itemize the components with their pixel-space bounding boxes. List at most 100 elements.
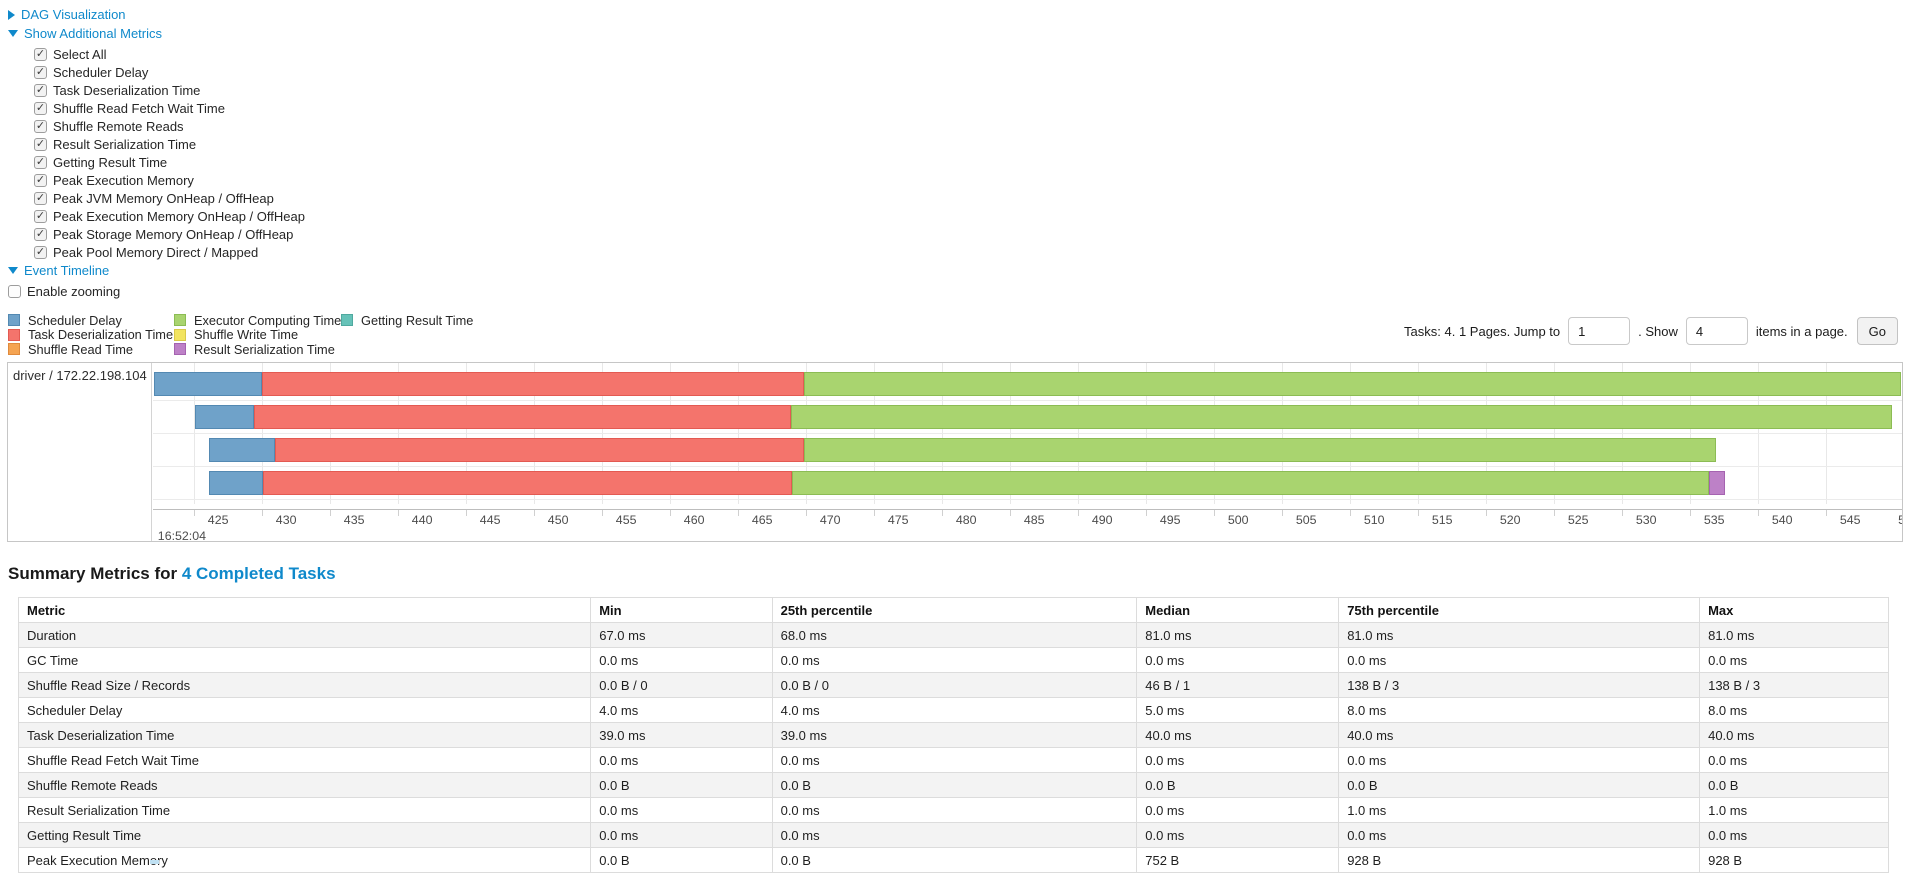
axis-tick-mark [805,510,807,516]
metric-value-cell: 46 B / 1 [1136,672,1340,698]
dag-visualization-link[interactable]: DAG Visualization [21,7,126,22]
axis-tick-label: 490 [1091,513,1113,527]
enable-zooming-row: Enable zooming [8,282,1907,300]
metric-checkbox-label: Scheduler Delay [53,64,149,80]
items-per-page-input[interactable] [1685,317,1748,345]
table-row: Shuffle Remote Reads 0.0 B 0.0 B 0.0 B 0.0 B… [17,772,1889,798]
timeline-task-row [153,467,1902,500]
scheduler_delay-bar-segment[interactable] [154,372,262,396]
axis-tick-label: 440 [411,513,433,527]
metric-value-cell: 67.0 ms [590,622,773,648]
task_deserialization-bar-segment[interactable] [263,471,793,495]
dag-visualization-toggle[interactable]: DAG Visualization [8,7,1907,22]
executor_computing-bar-segment[interactable] [790,405,1893,429]
legend-column: Getting Result Time [341,313,473,357]
metric-checkbox[interactable]: ✓ [34,101,47,115]
executor_computing-bar-segment[interactable] [804,372,1901,396]
metric-value-cell: 39.0 ms [771,722,1138,748]
legend-label: Shuffle Write Time [194,327,299,342]
metric-checkbox-label: Peak Execution Memory [53,172,194,188]
metric-checkbox-label: Select All [53,46,107,62]
legend-item: Shuffle Write Time [174,327,341,342]
show-additional-metrics-link[interactable]: Show Additional Metrics [24,26,163,41]
timeline-task-row [153,368,1902,401]
scheduler_delay-bar-segment[interactable] [195,405,254,429]
metric-checkbox[interactable]: ✓ [34,227,47,241]
metric-value-cell: 0.0 B [771,847,1138,873]
event-timeline-link[interactable]: Event Timeline [24,263,110,278]
show-text: . Show [1638,323,1678,339]
task-pagination: Tasks: 4. 1 Pages. Jump to . Show items … [1404,317,1898,345]
metric-checkbox[interactable]: ✓ [34,137,47,151]
metric-checkbox[interactable]: ✓ [34,119,47,133]
metric-checkbox[interactable]: ✓ [34,65,47,79]
result_serialization-swatch-icon [174,343,186,355]
result_serialization-bar-segment[interactable] [1708,471,1726,495]
axis-tick-label: 515 [1431,513,1453,527]
metric-value-cell: 81.0 ms [1136,622,1340,648]
executor_computing-bar-segment[interactable] [804,438,1716,462]
metric-name-cell: Duration [17,622,592,648]
metric-checkbox[interactable]: ✓ [34,191,47,205]
metric-checkbox[interactable]: ✓ [34,173,47,187]
summary-metrics-table: Metric Min 25th percentile Median 75th perce… [17,597,1889,873]
task_deserialization-bar-segment[interactable] [261,372,805,396]
jump-to-page-input[interactable] [1568,317,1631,345]
metric-checkbox[interactable]: ✓ [34,155,47,169]
timeline-header: Scheduler Delay Task Deserialization Time… [8,313,1907,359]
show-additional-metrics-toggle[interactable]: Show Additional Metrics [8,26,1907,41]
legend-label: Task Deserialization Time [28,327,174,342]
metric-checkbox-label: Peak Storage Memory OnHeap / OffHeap [53,226,294,242]
axis-tick-label: 480 [955,513,977,527]
metric-value-cell: 0.0 ms [1136,747,1340,773]
metric-value-cell: 8.0 ms [1338,697,1701,723]
metric-name-cell: Shuffle Read Size / Records [17,672,592,698]
metric-value-cell: 0.0 B [771,772,1138,798]
axis-tick-mark [465,510,467,516]
shuffle_read-swatch-icon [8,343,20,355]
axis-tick-label: 435 [343,513,365,527]
axis-tick-mark [1621,510,1623,516]
axis-tick-mark [1553,510,1555,516]
metric-checkbox[interactable]: ✓ [34,83,47,97]
timeline-legend: Scheduler Delay Task Deserialization Time… [8,313,1907,357]
table-body: Duration 67.0 ms 68.0 ms 81.0 ms 81.0 ms 81.0… [17,622,1889,873]
completed-tasks-link[interactable]: 4 Completed Tasks [181,564,336,583]
table-row: Scheduler Delay 4.0 ms 4.0 ms 5.0 ms 8.0 ms 8… [17,697,1889,723]
metric-value-cell: 0.0 ms [1136,647,1340,673]
metric-checkbox[interactable]: ✓ [34,209,47,223]
go-button[interactable]: Go [1856,317,1898,345]
metric-value-cell: 0.0 ms [590,647,773,673]
axis-tick-label: 500 [1227,513,1249,527]
legend-item: Result Serialization Time [174,342,341,357]
axis-tick-mark [1689,510,1691,516]
task_deserialization-bar-segment[interactable] [275,438,805,462]
legend-label: Scheduler Delay [28,312,122,328]
scheduler_delay-bar-segment[interactable] [208,471,264,495]
table-row: Shuffle Read Fetch Wait Time 0.0 ms 0.0 ms… [17,747,1889,773]
executor_computing-bar-segment[interactable] [792,471,1709,495]
legend-label: Getting Result Time [361,312,474,328]
axis-tick-label: 530 [1635,513,1657,527]
metric-checkbox-label: Getting Result Time [53,154,168,170]
legend-column: Scheduler Delay Task Deserialization Time… [8,313,174,357]
metric-checkbox-row: ✓ Peak Pool Memory Direct / Mapped [34,243,1907,261]
legend-item: Executor Computing Time [174,313,341,328]
event-timeline-toggle[interactable]: Event Timeline [8,263,1907,278]
metric-checkbox[interactable]: ✓ [34,245,47,259]
column-header: 25th percentile [771,597,1138,623]
axis-tick-label: 470 [819,513,841,527]
axis-tick-mark [941,510,943,516]
legend-label: Shuffle Read Time [28,341,134,357]
axis-tick-label: 505 [1295,513,1317,527]
timeline-task-row [153,434,1902,467]
enable-zooming-checkbox[interactable] [8,284,21,298]
task_deserialization-bar-segment[interactable] [253,405,791,429]
metric-value-cell: 0.0 ms [1699,822,1889,848]
metric-value-cell: 752 B [1136,847,1340,873]
metric-value-cell: 0.0 B / 0 [590,672,773,698]
metric-checkbox[interactable]: ✓ [34,47,47,61]
metric-value-cell: 0.0 ms [1699,747,1889,773]
scheduler_delay-bar-segment[interactable] [208,438,276,462]
metric-checkbox-label: Peak JVM Memory OnHeap / OffHeap [53,190,274,206]
